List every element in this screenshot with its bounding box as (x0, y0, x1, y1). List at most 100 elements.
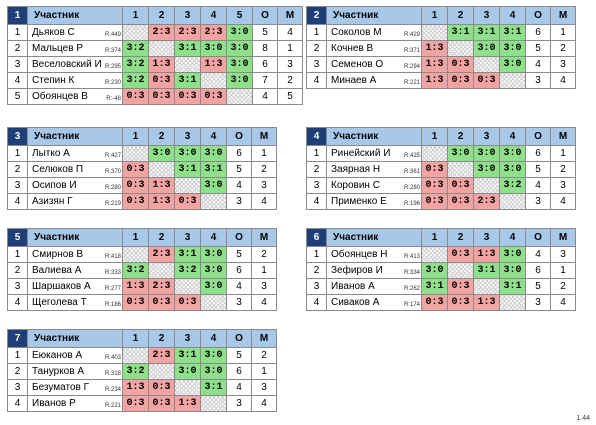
self-match-cell (174, 379, 201, 396)
player-cell[interactable]: Азизян Г R:219 (27, 193, 123, 210)
points-header: О (226, 329, 252, 348)
player-cell[interactable]: Соколов М R:429 (326, 24, 422, 41)
player-cell[interactable]: Заярная Н R:361 (326, 161, 422, 178)
player-name[interactable]: Валиева А (32, 265, 82, 276)
player-cell[interactable]: Степин К R:230 (27, 72, 123, 89)
match-score: 3:2 (174, 262, 201, 279)
place-header: М (251, 127, 277, 146)
player-name[interactable]: Мальцев Р (32, 43, 83, 54)
player-cell[interactable]: Шаршаков А R:277 (27, 278, 123, 295)
player-name[interactable]: Коровин С (331, 180, 380, 191)
player-cell[interactable]: Лытко А R:427 (27, 145, 123, 162)
player-name[interactable]: Минаев А (331, 75, 377, 86)
group-number: 2 (306, 6, 327, 25)
player-cell[interactable]: Еюканов А R:403 (27, 347, 123, 364)
player-name[interactable]: Лытко А (32, 148, 70, 159)
player-cell[interactable]: Сиваков А R:174 (326, 294, 422, 311)
player-name[interactable]: Заярная Н (331, 164, 381, 175)
player-cell[interactable]: Обоянцев Н R:413 (326, 246, 422, 263)
row-number: 3 (7, 379, 28, 396)
place-header: М (550, 228, 576, 247)
table-row: 1 Дьяков С R:449 2:3 2:3 2:3 3:0 5 4 (7, 24, 303, 41)
match-score: 0:3 (447, 177, 474, 194)
player-name[interactable]: Щеголева Т (32, 297, 87, 308)
group-number: 4 (306, 127, 327, 146)
player-cell[interactable]: Семенов О R:294 (326, 56, 422, 73)
player-name[interactable]: Сиваков А (331, 297, 380, 308)
match-score: 1:3 (148, 193, 175, 210)
player-name[interactable]: Осипов И (32, 180, 77, 191)
player-name[interactable]: Обоянцев Н (331, 249, 388, 260)
table-row: 3 Осипов И R:280 0:3 1:3 3:0 4 3 (7, 177, 277, 194)
player-cell[interactable]: Селюков П R:370 (27, 161, 123, 178)
player-cell[interactable]: Ринейский И R:425 (326, 145, 422, 162)
player-name[interactable]: Селюков П (32, 164, 84, 175)
match-score: 3:1 (499, 24, 526, 41)
player-cell[interactable]: Веселовский И R:295 (27, 56, 123, 73)
player-name[interactable]: Семенов О (331, 59, 384, 70)
self-match-cell (421, 246, 448, 263)
player-name[interactable]: Иванов Р (32, 398, 76, 409)
player-name[interactable]: Шаршаков А (32, 281, 91, 292)
player-cell[interactable]: Минаев А R:221 (326, 72, 422, 89)
player-name[interactable]: Степин К (32, 75, 75, 86)
match-score: 0:3 (447, 246, 474, 263)
player-name[interactable]: Соколов М (331, 27, 382, 38)
player-cell[interactable]: Применко Е R:196 (326, 193, 422, 210)
player-cell[interactable]: Танурков А R:318 (27, 363, 123, 380)
player-cell[interactable]: Безуматов Г R:234 (27, 379, 123, 396)
place-value: 3 (251, 278, 277, 295)
player-name[interactable]: Зефиров И (331, 265, 383, 276)
place-value: 3 (550, 56, 576, 73)
player-cell[interactable]: Смирнов В R:418 (27, 246, 123, 263)
player-name[interactable]: Иванов А (331, 281, 375, 292)
player-name[interactable]: Дьяков С (32, 27, 75, 38)
match-score: 3:1 (200, 161, 227, 178)
player-name[interactable]: Безуматов Г (32, 382, 90, 393)
player-name[interactable]: Кочнев В (331, 43, 374, 54)
player-cell[interactable]: Щеголева Т R:186 (27, 294, 123, 311)
player-cell[interactable]: Иванов Р R:221 (27, 395, 123, 412)
player-name[interactable]: Азизян Г (32, 196, 73, 207)
table-row: 1 Еюканов А R:403 2:3 3:1 3:0 5 2 (7, 347, 277, 364)
player-name[interactable]: Ринейский И (331, 148, 391, 159)
player-name[interactable]: Обоянцев В (32, 91, 88, 102)
player-cell[interactable]: Осипов И R:280 (27, 177, 123, 194)
place-value: 1 (277, 40, 303, 57)
player-cell[interactable]: Мальцев Р R:374 (27, 40, 123, 57)
row-number: 5 (7, 88, 28, 105)
player-cell[interactable]: Обоянцев В R:-48 (27, 88, 123, 105)
points-value: 4 (525, 246, 551, 263)
match-score: 3:1 (499, 278, 526, 295)
table-row: 3 Иванов А R:262 3:1 0:3 3:1 5 2 (306, 278, 576, 295)
player-cell[interactable]: Иванов А R:262 (326, 278, 422, 295)
player-cell[interactable]: Зефиров И R:334 (326, 262, 422, 279)
table-row: 2 Селюков П R:370 0:3 3:1 3:1 5 2 (7, 161, 277, 178)
player-rating: R:277 (104, 286, 121, 292)
participant-header: Участник (326, 6, 422, 25)
player-rating: R:413 (403, 254, 420, 260)
match-score: 3:0 (499, 262, 526, 279)
player-cell[interactable]: Валиева А R:333 (27, 262, 123, 279)
table-row: 4 Минаев А R:221 1:3 0:3 0:3 3 4 (306, 72, 576, 89)
player-cell[interactable]: Дьяков С R:449 (27, 24, 123, 41)
player-name[interactable]: Смирнов В (32, 249, 84, 260)
row-number: 2 (7, 363, 28, 380)
player-rating: R:425 (403, 153, 420, 159)
match-score: 3:0 (499, 145, 526, 162)
match-score: 3:0 (200, 40, 227, 57)
opponent-column-header: 3 (473, 127, 500, 146)
player-name[interactable]: Веселовский И (32, 59, 102, 70)
participant-header: Участник (326, 127, 422, 146)
participant-header: Участник (326, 228, 422, 247)
player-name[interactable]: Танурков А (32, 366, 85, 377)
points-value: 5 (525, 278, 551, 295)
match-score: 3:0 (499, 246, 526, 263)
player-name[interactable]: Еюканов А (32, 350, 83, 361)
player-cell[interactable]: Кочнев В R:371 (326, 40, 422, 57)
player-name[interactable]: Применко Е (331, 196, 387, 207)
match-score: 0:3 (200, 88, 227, 105)
match-score: 0:3 (447, 72, 474, 89)
player-cell[interactable]: Коровин С R:280 (326, 177, 422, 194)
row-number: 2 (306, 40, 327, 57)
